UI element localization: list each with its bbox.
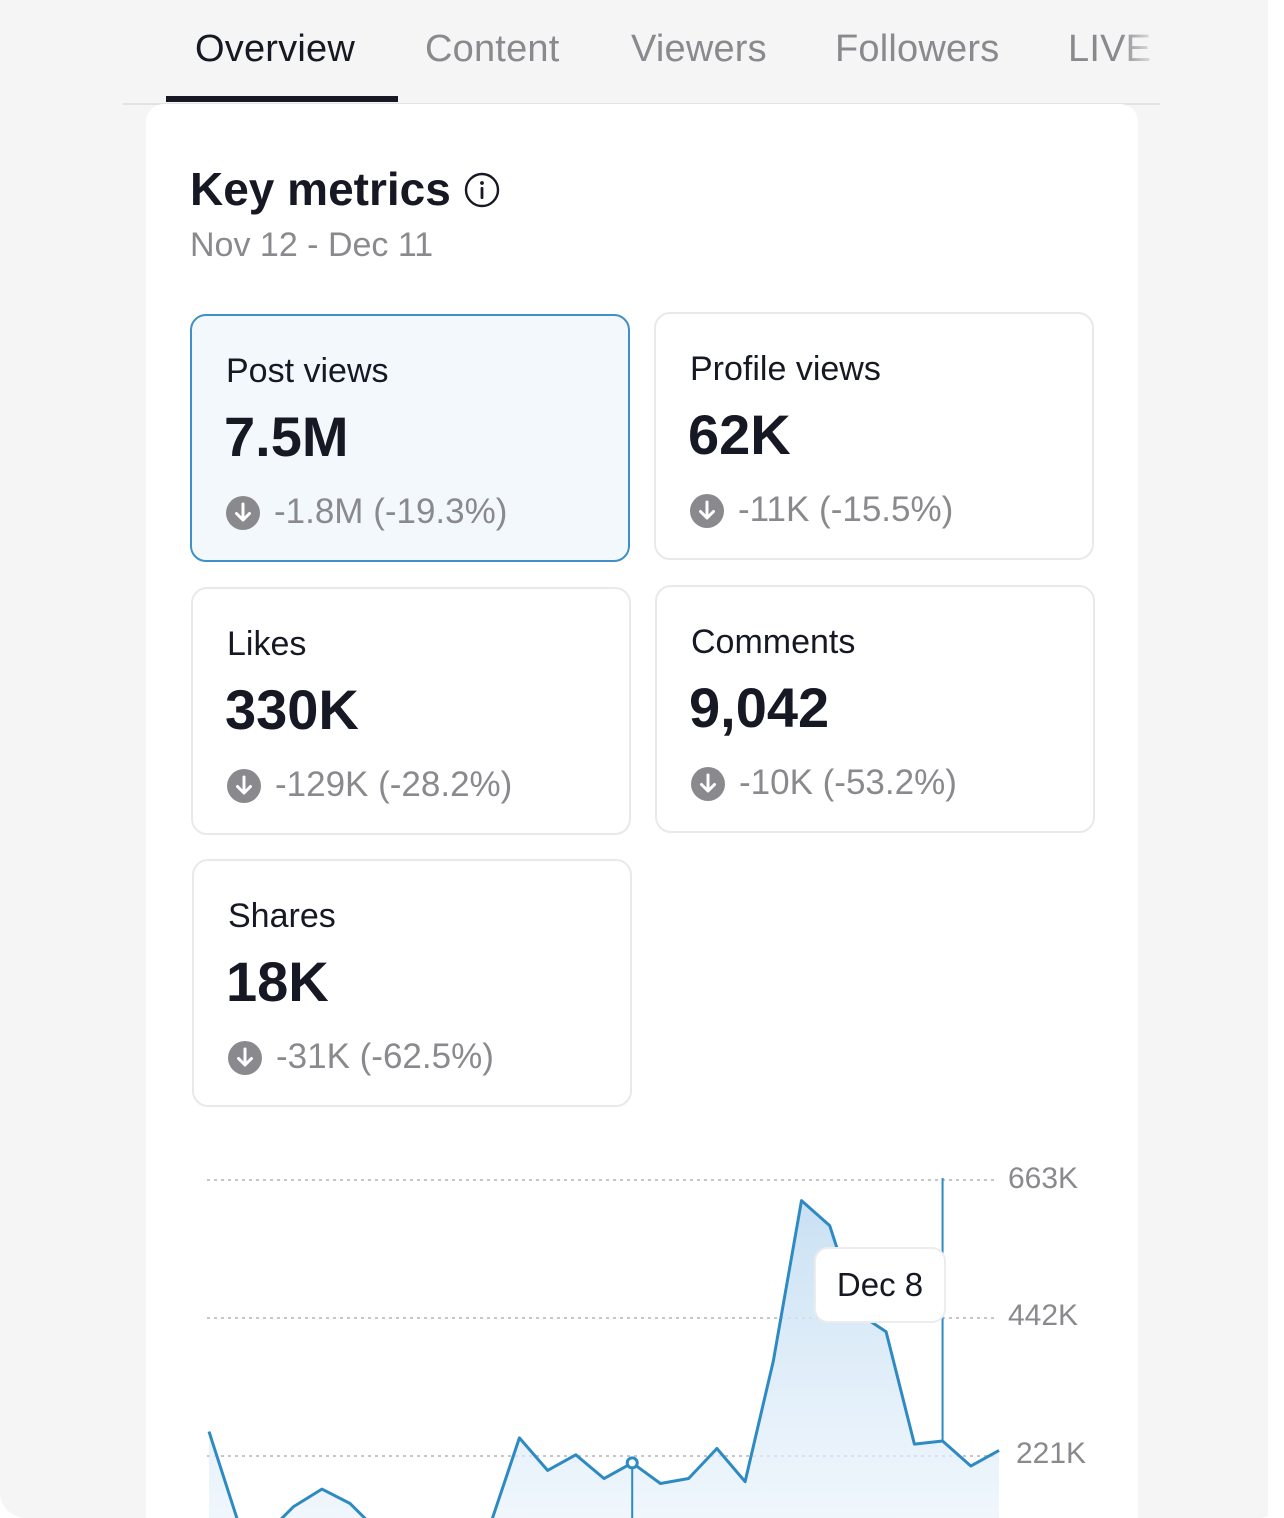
metric-label: Post views xyxy=(226,352,389,390)
tab-followers[interactable]: Followers xyxy=(835,28,1000,70)
metric-value: 7.5M xyxy=(224,405,349,468)
arrow-down-circle-icon xyxy=(691,767,725,801)
y-axis-tick: 663K xyxy=(1008,1162,1079,1195)
metric-delta: -11K (-15.5%) xyxy=(738,490,954,529)
tab-overview[interactable]: Overview xyxy=(195,28,355,70)
tab-overflow-fade xyxy=(1120,0,1160,100)
metric-label: Likes xyxy=(227,625,307,663)
metric-delta: -129K (-28.2%) xyxy=(275,765,513,804)
metric-label: Comments xyxy=(691,623,856,661)
metric-delta: -1.8M (-19.3%) xyxy=(274,492,508,531)
tab-bar: Overview Content Viewers Followers LIVE xyxy=(123,0,1160,105)
metric-value: 330K xyxy=(225,678,359,741)
tab-viewers[interactable]: Viewers xyxy=(631,28,767,70)
arrow-down-circle-icon xyxy=(690,494,724,528)
series-area xyxy=(209,1200,999,1518)
metric-card-likes[interactable]: Likes 330K -129K (-28.2%) xyxy=(191,587,631,835)
metric-card-profile-views[interactable]: Profile views 62K -11K (-15.5%) xyxy=(654,312,1094,560)
arrow-down-circle-icon xyxy=(226,496,260,530)
metric-card-shares[interactable]: Shares 18K -31K (-62.5%) xyxy=(192,859,632,1107)
data-point-marker xyxy=(625,1456,639,1470)
arrow-down-circle-icon xyxy=(227,769,261,803)
metric-value: 18K xyxy=(226,950,329,1013)
key-metrics-card: Key metrics Nov 12 - Dec 11 Post views 7… xyxy=(146,104,1138,1518)
screen-edge xyxy=(1268,0,1284,1518)
key-metrics-title: Key metrics xyxy=(190,163,451,215)
info-icon[interactable] xyxy=(464,172,500,208)
metric-card-comments[interactable]: Comments 9,042 -10K (-53.2%) xyxy=(655,585,1095,833)
metric-delta: -31K (-62.5%) xyxy=(276,1037,494,1076)
y-axis-tick: 221K xyxy=(1016,1437,1087,1470)
date-range: Nov 12 - Dec 11 xyxy=(190,226,434,264)
metric-value: 62K xyxy=(688,403,791,466)
metric-value: 9,042 xyxy=(689,676,830,739)
active-tab-indicator xyxy=(166,96,398,102)
metric-card-post-views[interactable]: Post views 7.5M -1.8M (-19.3%) xyxy=(190,314,630,562)
tab-content[interactable]: Content xyxy=(425,28,560,70)
y-axis-tick: 442K xyxy=(1008,1299,1079,1332)
metric-delta: -10K (-53.2%) xyxy=(739,763,957,802)
metric-label: Shares xyxy=(228,897,336,935)
arrow-down-circle-icon xyxy=(228,1041,262,1075)
chart-date-tooltip: Dec 8 xyxy=(814,1247,946,1323)
metric-label: Profile views xyxy=(690,350,881,388)
